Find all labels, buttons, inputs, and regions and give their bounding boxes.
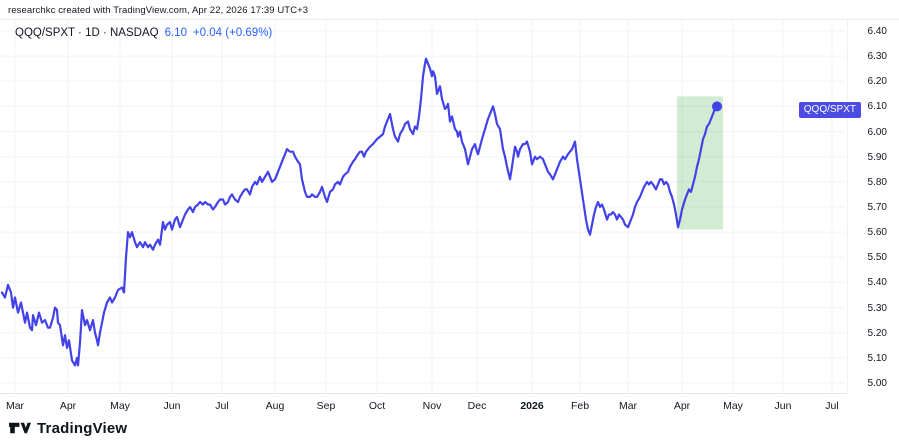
tradingview-logo[interactable]: TradingView bbox=[9, 419, 127, 437]
price-tick-label: 5.60 bbox=[867, 227, 887, 239]
price-tick-label: 5.30 bbox=[867, 302, 887, 314]
price-tick-label: 5.00 bbox=[867, 378, 887, 389]
attribution-divider bbox=[0, 19, 899, 20]
time-tick-label: Sep bbox=[316, 400, 336, 412]
last-point-marker bbox=[712, 101, 722, 112]
time-tick-label: Mar bbox=[618, 400, 638, 412]
price-label-badge: QQQ/SPXT bbox=[798, 102, 861, 119]
price-tick-label: 6.30 bbox=[867, 51, 887, 63]
price-tick-label: 5.80 bbox=[867, 176, 887, 188]
price-tick-label: 6.40 bbox=[867, 26, 887, 37]
time-tick-label: Nov bbox=[422, 400, 442, 412]
highlight-zone bbox=[677, 96, 723, 230]
time-tick-label: Jul bbox=[825, 400, 839, 412]
time-tick-label: Apr bbox=[59, 400, 77, 412]
price-tick-label: 5.20 bbox=[867, 327, 887, 339]
tradingview-logo-text: TradingView bbox=[37, 419, 128, 437]
price-axis[interactable]: 6.40 6.30 6.20 6.10 6.00 5.90 5.80 5.70 5.60 5.50… bbox=[847, 20, 899, 393]
price-change-value: +0.04 (+0.69%) bbox=[192, 27, 273, 39]
time-tick-label: Aug bbox=[265, 400, 285, 412]
symbol-title[interactable]: QQQ/SPXT · 1D · NASDAQ bbox=[15, 27, 159, 39]
time-tick-label: Apr bbox=[673, 400, 691, 412]
time-tick-label: Jul bbox=[215, 400, 229, 412]
time-tick-label: Feb bbox=[570, 400, 590, 412]
time-tick-label: 2026 bbox=[520, 400, 544, 412]
last-price-value: 6.10 bbox=[164, 27, 187, 39]
time-tick-label: Mar bbox=[5, 400, 25, 412]
price-tick-label: 6.20 bbox=[867, 76, 887, 88]
price-tick-label: 5.50 bbox=[867, 252, 887, 264]
time-tick-label: Jun bbox=[774, 400, 792, 412]
tradingview-logo-icon bbox=[9, 419, 31, 437]
price-tick-label: 5.90 bbox=[867, 151, 887, 163]
attribution-text: researchkc created with TradingView.com,… bbox=[8, 5, 309, 16]
price-tick-label: 5.70 bbox=[867, 202, 887, 213]
time-tick-label: Oct bbox=[368, 400, 386, 412]
price-axis-divider bbox=[847, 20, 848, 393]
price-line-series[interactable] bbox=[0, 57, 719, 367]
price-tick-label: 6.00 bbox=[867, 126, 887, 138]
time-tick-label: May bbox=[110, 400, 130, 412]
time-tick-label: Jun bbox=[163, 400, 181, 412]
time-axis[interactable]: Mar Apr May Jun Jul Aug Sep Oct Nov Dec 2026 Feb Mar… bbox=[0, 393, 847, 416]
time-tick-label: Dec bbox=[467, 400, 487, 412]
chart-legend-header[interactable]: QQQ/SPXT · 1D · NASDAQ 6.10 +0.04 (+0.69… bbox=[15, 27, 272, 39]
price-tick-label: 6.10 bbox=[867, 101, 887, 113]
price-tick-label: 5.40 bbox=[867, 277, 887, 289]
price-tick-label: 5.10 bbox=[867, 352, 887, 364]
time-tick-label: May bbox=[723, 400, 743, 412]
